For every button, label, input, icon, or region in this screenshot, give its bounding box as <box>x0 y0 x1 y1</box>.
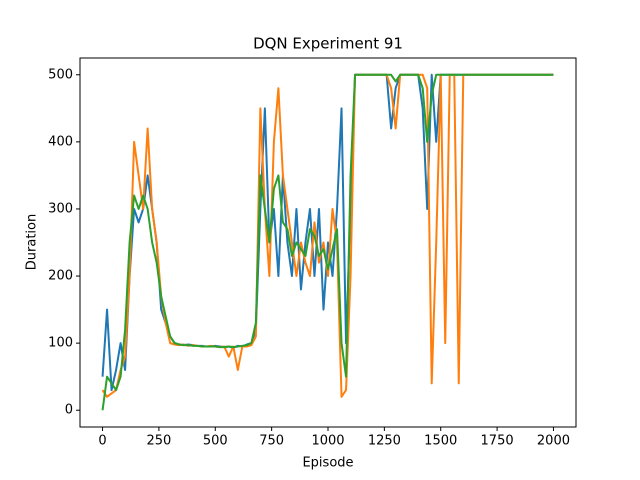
x-tick-label: 750 <box>259 434 284 449</box>
series-line <box>101 73 554 398</box>
x-tick-label: 1000 <box>311 434 344 449</box>
y-tick-label: 400 <box>48 134 73 149</box>
y-tick-label: 200 <box>48 269 73 284</box>
x-axis-label: Episode <box>302 456 353 471</box>
x-tick-label: 500 <box>203 434 228 449</box>
plot-area <box>101 73 554 411</box>
x-tick-label: 250 <box>146 434 171 449</box>
x-tick-label: 1250 <box>368 434 401 449</box>
y-tick-label: 100 <box>48 336 73 351</box>
x-tick-label: 1500 <box>424 434 457 449</box>
y-tick-label: 300 <box>48 201 73 216</box>
y-tick-label: 500 <box>48 67 73 82</box>
x-tick-label: 2000 <box>537 434 570 449</box>
series-line <box>101 73 554 411</box>
x-tick-label: 0 <box>98 434 106 449</box>
y-tick-label: 0 <box>65 403 73 418</box>
y-axis-label: Duration <box>25 214 40 270</box>
chart-title: DQN Experiment 91 <box>253 35 403 53</box>
x-tick-label: 1750 <box>481 434 514 449</box>
